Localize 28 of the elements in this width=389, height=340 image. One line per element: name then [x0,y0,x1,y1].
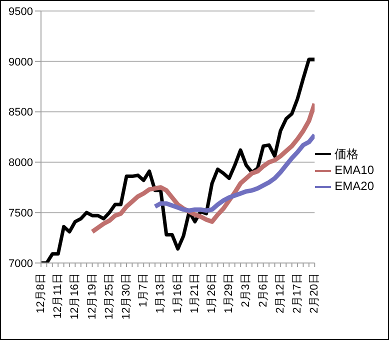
x-tick-label: 1月13日 [154,273,167,314]
x-tick-label: 1月26日 [206,273,218,314]
x-tick-label: 2月12日 [274,273,286,314]
legend-label: EMA10 [334,162,374,177]
x-tick-label: 12月16日 [69,273,82,320]
x-tick-label: 1月7日 [138,273,150,308]
line-series [152,132,315,213]
x-tick-label: 1月21日 [188,273,201,314]
x-tick-label: 2月3日 [240,273,252,308]
x-tick-label: 12月30日 [120,273,133,320]
x-tick-label: 2月17日 [292,273,304,314]
x-tick-label: 12月8日 [35,273,47,314]
y-tick-label: 7000 [8,258,33,270]
x-tick-label: 2月20日 [308,273,321,314]
x-tick-label: 12月25日 [103,273,116,320]
line-series [90,101,315,234]
y-tick-label: 9000 [8,56,33,68]
y-tick-label: 7500 [8,208,33,220]
x-tick-label: 12月11日 [52,273,64,319]
x-tick-label: 12月19日 [86,273,98,320]
x-tick-label: 2月6日 [257,273,270,308]
x-tick-label: 1月16日 [172,273,184,314]
legend-label: 価格 [334,146,359,160]
legend-label: EMA20 [334,178,374,193]
y-tick-label: 8500 [8,106,33,119]
y-tick-label: 8000 [8,157,33,170]
y-tick-label: 9500 [8,6,33,18]
x-tick-label: 1月29日 [223,273,236,314]
